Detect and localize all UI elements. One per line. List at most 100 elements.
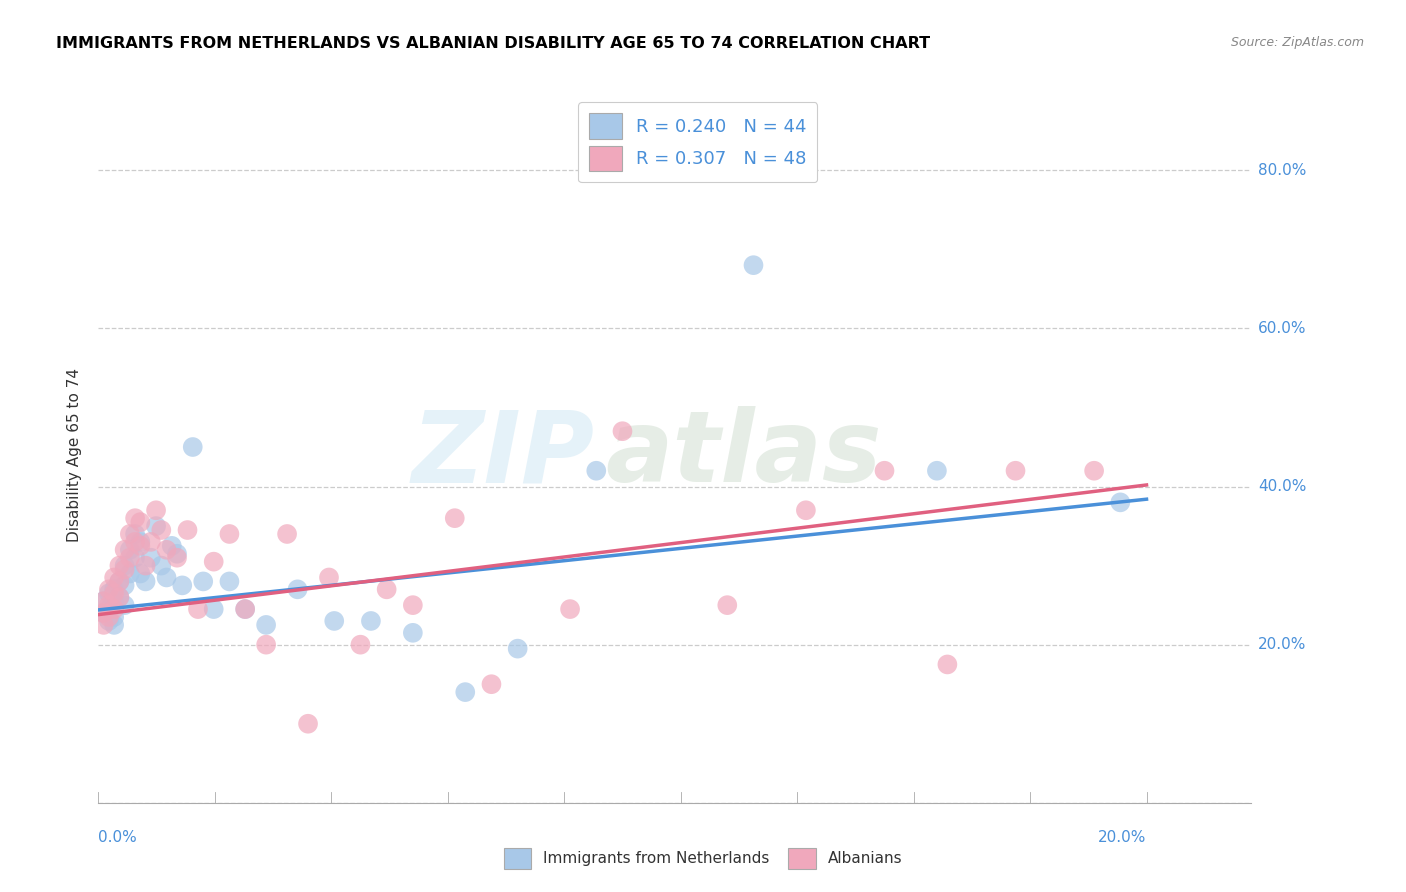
Point: [103, 594, 125, 608]
Point: [558, 602, 581, 616]
Point: [193, 574, 215, 589]
Point: [1083, 464, 1105, 478]
Text: IMMIGRANTS FROM NETHERLANDS VS ALBANIAN DISABILITY AGE 65 TO 74 CORRELATION CHAR: IMMIGRANTS FROM NETHERLANDS VS ALBANIAN …: [56, 36, 931, 51]
Point: [233, 602, 256, 616]
Point: [108, 558, 131, 573]
Point: [794, 503, 817, 517]
Point: [276, 527, 298, 541]
Point: [925, 464, 948, 478]
Text: 40.0%: 40.0%: [1258, 479, 1306, 494]
Point: [114, 563, 136, 577]
Point: [297, 716, 319, 731]
Point: [402, 625, 425, 640]
Text: 80.0%: 80.0%: [1258, 163, 1306, 178]
Point: [114, 558, 136, 573]
Point: [103, 610, 125, 624]
Point: [135, 574, 157, 589]
Point: [323, 614, 346, 628]
Text: 60.0%: 60.0%: [1258, 321, 1306, 336]
Point: [93, 606, 115, 620]
Point: [103, 602, 125, 616]
Point: [1004, 464, 1026, 478]
Point: [218, 527, 240, 541]
Point: [166, 547, 188, 561]
Point: [145, 519, 167, 533]
Point: [108, 574, 131, 589]
Point: [150, 558, 173, 573]
Point: [97, 614, 120, 628]
Point: [145, 503, 167, 517]
Point: [139, 534, 162, 549]
Point: [97, 582, 120, 597]
Point: [103, 570, 125, 584]
Point: [129, 566, 152, 581]
Point: [129, 539, 152, 553]
Point: [233, 602, 256, 616]
Point: [97, 602, 120, 616]
Point: [202, 555, 225, 569]
Point: [124, 550, 146, 565]
Point: [103, 582, 125, 597]
Point: [129, 534, 152, 549]
Point: [742, 258, 765, 272]
Point: [172, 578, 194, 592]
Point: [176, 523, 198, 537]
Point: [318, 570, 340, 584]
Point: [118, 542, 141, 557]
Point: [1109, 495, 1132, 509]
Point: [118, 550, 141, 565]
Point: [160, 539, 183, 553]
Point: [93, 618, 115, 632]
Point: [612, 424, 634, 438]
Point: [155, 570, 177, 584]
Point: [118, 566, 141, 581]
Text: 20.0%: 20.0%: [1258, 637, 1306, 652]
Point: [114, 578, 136, 592]
Legend: Immigrants from Netherlands, Albanians: Immigrants from Netherlands, Albanians: [498, 841, 908, 875]
Point: [139, 550, 162, 565]
Point: [716, 598, 738, 612]
Point: [124, 511, 146, 525]
Point: [108, 574, 131, 589]
Point: [103, 618, 125, 632]
Point: [506, 641, 529, 656]
Point: [454, 685, 477, 699]
Point: [118, 527, 141, 541]
Point: [402, 598, 425, 612]
Point: [375, 582, 398, 597]
Point: [114, 598, 136, 612]
Point: [254, 618, 277, 632]
Text: atlas: atlas: [606, 407, 882, 503]
Point: [93, 594, 115, 608]
Point: [166, 550, 188, 565]
Y-axis label: Disability Age 65 to 74: Disability Age 65 to 74: [67, 368, 83, 542]
Point: [360, 614, 382, 628]
Point: [481, 677, 503, 691]
Point: [218, 574, 240, 589]
Point: [129, 515, 152, 529]
Point: [93, 606, 115, 620]
Point: [349, 638, 371, 652]
Point: [114, 542, 136, 557]
Point: [150, 523, 173, 537]
Point: [135, 558, 157, 573]
Point: [97, 610, 120, 624]
Point: [97, 586, 120, 600]
Text: Source: ZipAtlas.com: Source: ZipAtlas.com: [1230, 36, 1364, 49]
Point: [585, 464, 607, 478]
Point: [287, 582, 309, 597]
Point: [124, 534, 146, 549]
Point: [254, 638, 277, 652]
Point: [108, 591, 131, 605]
Point: [155, 542, 177, 557]
Text: ZIP: ZIP: [411, 407, 595, 503]
Point: [202, 602, 225, 616]
Text: 20.0%: 20.0%: [1098, 830, 1146, 845]
Point: [103, 586, 125, 600]
Legend: R = 0.240   N = 44, R = 0.307   N = 48: R = 0.240 N = 44, R = 0.307 N = 48: [578, 103, 817, 182]
Text: 0.0%: 0.0%: [98, 830, 138, 845]
Point: [108, 591, 131, 605]
Point: [936, 657, 959, 672]
Point: [187, 602, 209, 616]
Point: [97, 598, 120, 612]
